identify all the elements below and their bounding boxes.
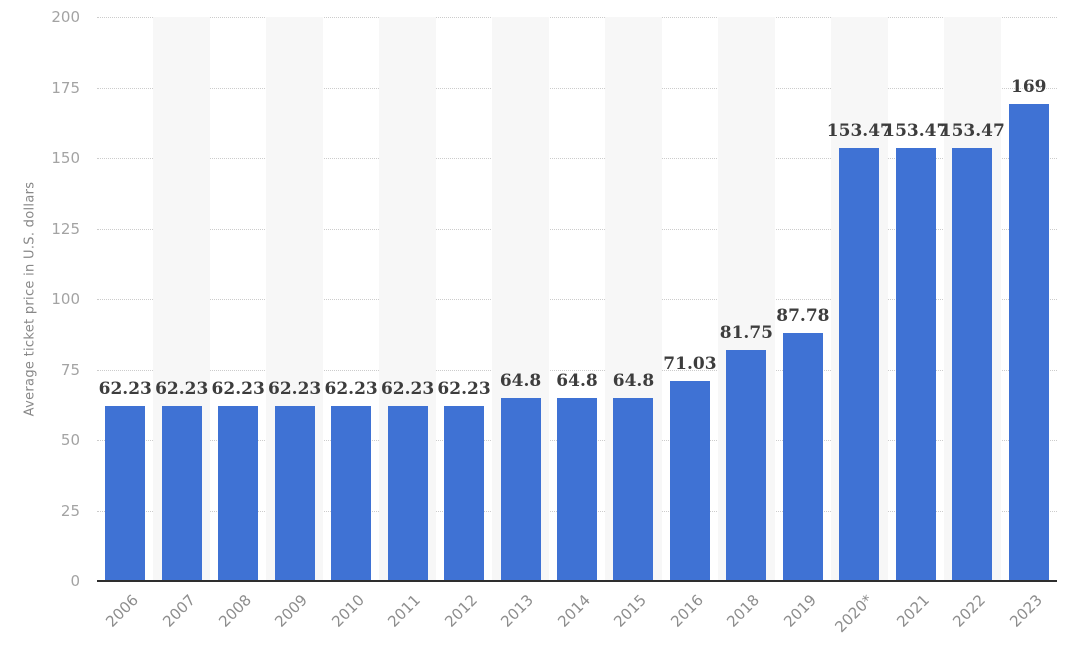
x-tick-label-2019: 2019 bbox=[779, 591, 820, 631]
bar-2015 bbox=[613, 398, 654, 581]
gridline-100 bbox=[97, 299, 1057, 300]
bar-columns: 62.23 2006 62.23 2007 62.23 2008 62.23 2009 62.2… bbox=[97, 17, 1057, 636]
y-tick-label-200: 200 bbox=[51, 8, 80, 26]
bar-value-label-2020*: 153.47 bbox=[826, 121, 892, 142]
x-tick-label-2022: 2022 bbox=[949, 591, 989, 631]
bar-2006 bbox=[105, 405, 146, 581]
gridline-150 bbox=[97, 158, 1057, 159]
bar-value-label-2009: 62.23 bbox=[268, 378, 322, 399]
x-tick-label-2023: 2023 bbox=[1005, 591, 1046, 631]
x-tick-label-2010: 2010 bbox=[328, 591, 368, 631]
y-tick-label-50: 50 bbox=[60, 431, 80, 449]
bar-column-2018: 81.75 2018 bbox=[718, 17, 775, 631]
bar-value-label-2011: 62.23 bbox=[380, 378, 435, 399]
bar-value-label-2018: 81.75 bbox=[719, 323, 774, 344]
bar-column-2019: 87.78 2019 bbox=[775, 17, 831, 630]
x-tick-label-2006: 2006 bbox=[102, 591, 142, 631]
bar-2010 bbox=[331, 405, 372, 581]
y-axis-tick-labels: 0 25 50 75 100 125 150 175 200 bbox=[0, 8, 80, 590]
bar-2016 bbox=[669, 380, 710, 581]
y-tick-label-150: 150 bbox=[51, 149, 80, 167]
bar-column-2012: 62.23 2012 bbox=[436, 17, 492, 631]
bar-value-label-2013: 64.8 bbox=[499, 371, 542, 392]
bar-2018 bbox=[726, 350, 767, 581]
bar-value-label-2023: 169 bbox=[1010, 77, 1047, 98]
x-tick-label-2009: 2009 bbox=[271, 591, 312, 631]
bar-value-label-2016: 71.03 bbox=[663, 353, 717, 374]
bar-value-label-2015: 64.8 bbox=[612, 371, 655, 392]
bar-2009 bbox=[274, 405, 315, 581]
bar-column-2023: 169 2023 bbox=[1001, 17, 1057, 631]
x-tick-label-2014: 2014 bbox=[553, 591, 594, 631]
x-tick-label-2020*: 2020* bbox=[831, 591, 877, 637]
bar-2007 bbox=[161, 405, 202, 581]
bar-value-label-2014: 64.8 bbox=[556, 371, 598, 392]
bar-column-2014: 64.8 2014 bbox=[549, 17, 605, 630]
bar-2014 bbox=[556, 398, 597, 581]
bar-column-2008: 62.23 2008 bbox=[210, 17, 266, 631]
bar-2011 bbox=[387, 405, 428, 581]
bar-value-label-2021: 153.47 bbox=[883, 121, 949, 142]
bar-2020* bbox=[839, 148, 880, 581]
gridline-75 bbox=[97, 369, 1057, 371]
bar-value-label-2012: 62.23 bbox=[437, 378, 491, 399]
bar-column-2015: 64.8 2015 bbox=[605, 17, 662, 631]
x-tick-label-2012: 2012 bbox=[441, 591, 481, 631]
gridline-125 bbox=[97, 228, 1057, 230]
y-tick-label-75: 75 bbox=[60, 360, 80, 379]
bar-2023 bbox=[1008, 104, 1049, 581]
bar-column-2011: 62.23 2011 bbox=[379, 17, 436, 631]
bar-value-label-2019: 87.78 bbox=[776, 306, 830, 327]
y-tick-label-100: 100 bbox=[51, 290, 80, 308]
bar-column-2006: 62.23 2006 bbox=[97, 17, 153, 631]
bar-column-2007: 62.23 2007 bbox=[153, 17, 210, 631]
bar-2013 bbox=[500, 398, 541, 581]
gridline-200 bbox=[97, 17, 1057, 18]
x-tick-label-2016: 2016 bbox=[666, 591, 707, 631]
x-axis-line bbox=[97, 580, 1057, 582]
x-tick-label-2018: 2018 bbox=[723, 591, 764, 631]
y-tick-label-175: 175 bbox=[51, 78, 80, 97]
y-tick-label-0: 0 bbox=[70, 572, 80, 590]
bar-value-label-2007: 62.23 bbox=[155, 378, 209, 399]
x-tick-label-2007: 2007 bbox=[158, 591, 199, 631]
gridline-175 bbox=[97, 87, 1057, 89]
bar-column-2022: 153.47 2022 bbox=[940, 17, 1005, 631]
bar-column-2013: 64.8 2013 bbox=[492, 17, 549, 631]
bar-column-2009: 62.23 2009 bbox=[266, 17, 323, 631]
bar-2021 bbox=[895, 148, 936, 581]
bar-2008 bbox=[218, 405, 259, 581]
x-tick-label-2015: 2015 bbox=[610, 591, 651, 631]
bar-value-label-2010: 62.23 bbox=[324, 378, 378, 399]
plot-area: 62.23 2006 62.23 2007 62.23 2008 62.23 2009 62.2… bbox=[97, 17, 1057, 636]
bar-value-label-2008: 62.23 bbox=[211, 378, 265, 399]
bar-column-2010: 62.23 2010 bbox=[323, 17, 379, 631]
bar-2019 bbox=[782, 333, 823, 581]
bar-2012 bbox=[444, 405, 485, 581]
x-tick-label-2013: 2013 bbox=[497, 591, 538, 631]
x-tick-label-2008: 2008 bbox=[215, 591, 255, 631]
bar-column-2020*: 153.47 2020* bbox=[827, 17, 892, 636]
x-tick-label-2021: 2021 bbox=[892, 591, 933, 631]
bar-value-label-2006: 62.23 bbox=[98, 378, 152, 399]
bar-value-label-2022: 153.47 bbox=[939, 121, 1005, 142]
bar-2022 bbox=[952, 148, 993, 581]
x-tick-label-2011: 2011 bbox=[384, 591, 425, 631]
y-tick-label-125: 125 bbox=[51, 219, 80, 238]
y-tick-label-25: 25 bbox=[60, 501, 80, 520]
bar-column-2016: 71.03 2016 bbox=[662, 17, 718, 631]
bar-column-2021: 153.47 2021 bbox=[883, 17, 948, 631]
